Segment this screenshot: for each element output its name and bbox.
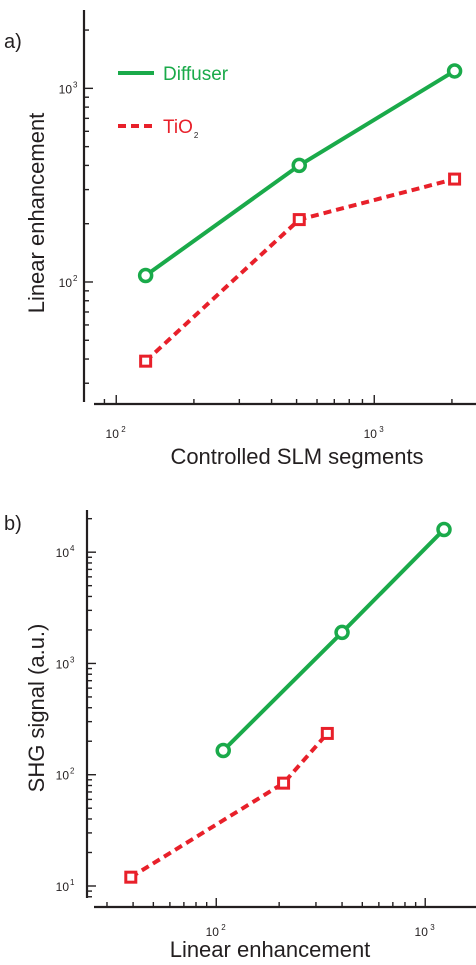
chart-panel-a: a) Linear enhancement Controlled SLM seg… [4, 10, 476, 469]
y-tick-label: 10 [59, 82, 73, 96]
y-tick-label: 10 [56, 769, 70, 783]
series-line [144, 69, 456, 278]
panel-b-ticks: 10 2 10 310 110 210 310 4 [56, 517, 435, 939]
series-line [129, 732, 329, 879]
chart-panel-b: b) SHG signal (a.u.) Linear enhancement … [4, 510, 476, 962]
y-tick-exponent: 3 [70, 655, 75, 664]
data-point-circle [436, 521, 452, 538]
y-tick-label: 10 [59, 276, 73, 290]
series-diffuser [215, 521, 452, 759]
y-tick-exponent: 3 [73, 80, 78, 89]
y-tick-exponent: 4 [70, 544, 75, 553]
x-tick-exponent: 2 [121, 425, 126, 434]
legend-label: TiO [163, 117, 193, 138]
series-diffuser [137, 63, 463, 284]
legend-label-subscript: 2 [194, 131, 199, 140]
x-tick-label: 10 [106, 427, 120, 441]
data-point-square [320, 726, 334, 740]
legend-label: Diffuser [163, 64, 229, 85]
x-tick-label: 10 [206, 925, 220, 939]
panel-b-y-axis-label: SHG signal (a.u.) [24, 624, 49, 793]
panel-b-series-layer [124, 521, 452, 884]
series-line [221, 528, 446, 752]
panel-a-x-axis-label: Controlled SLM segments [170, 444, 423, 469]
series-tio2 [139, 172, 462, 368]
series-line [144, 177, 456, 363]
data-point-square [448, 172, 462, 186]
y-tick-exponent: 2 [70, 767, 75, 776]
data-point-square [124, 870, 138, 884]
data-point-circle [446, 63, 463, 79]
data-point-circle [291, 157, 307, 174]
series-tio2 [124, 726, 334, 884]
data-point-circle [334, 624, 350, 641]
panel-b-x-axis-label: Linear enhancement [170, 937, 371, 962]
panel-b-label: b) [4, 513, 22, 535]
x-tick-exponent: 3 [379, 425, 384, 434]
data-point-square [277, 776, 291, 790]
panel-a-ticks: 10 2 10 310 210 3 [59, 29, 453, 441]
data-point-circle [137, 267, 154, 284]
panel-a-series-layer [137, 63, 463, 368]
panel-a-label: a) [4, 31, 22, 53]
data-point-square [139, 354, 153, 368]
x-tick-exponent: 3 [430, 923, 435, 932]
data-point-circle [215, 742, 231, 759]
y-tick-exponent: 2 [73, 274, 78, 283]
y-tick-label: 10 [56, 546, 70, 560]
data-point-square [292, 213, 306, 227]
y-tick-exponent: 1 [70, 878, 75, 887]
panel-a-y-axis-label: Linear enhancement [24, 113, 49, 314]
y-tick-label: 10 [56, 880, 70, 894]
x-tick-label: 10 [415, 925, 429, 939]
x-tick-label: 10 [364, 427, 378, 441]
x-tick-exponent: 2 [221, 923, 226, 932]
y-tick-label: 10 [56, 657, 70, 671]
panel-a-legend: Diffuser TiO 2 [118, 64, 229, 140]
